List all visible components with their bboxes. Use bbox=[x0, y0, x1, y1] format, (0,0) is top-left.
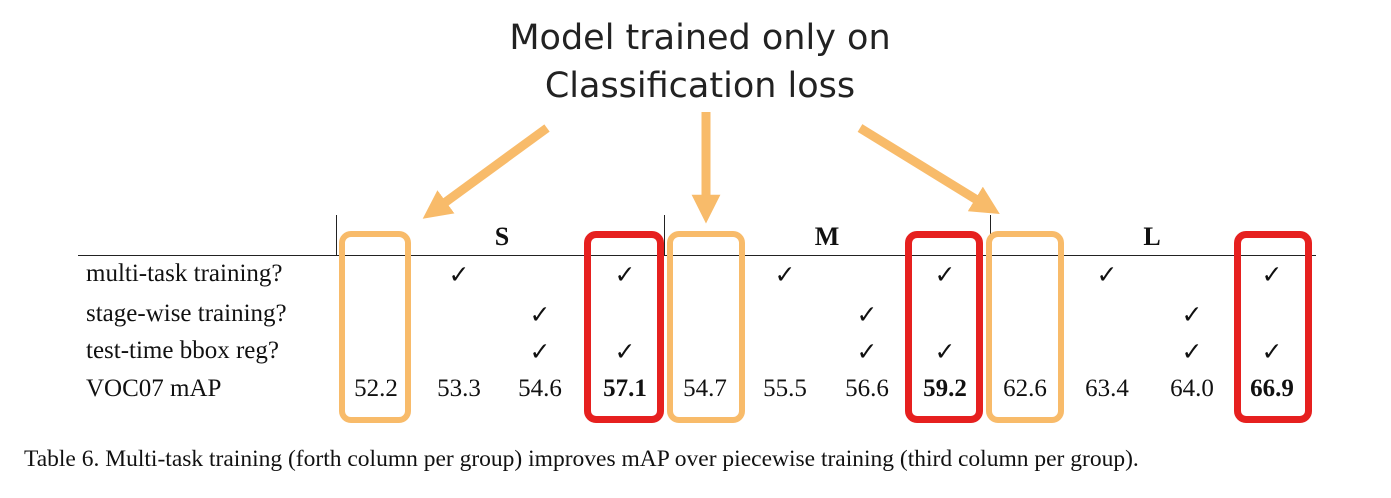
highlight-multi-task-s bbox=[584, 231, 664, 423]
arrow-to-s bbox=[422, 124, 550, 219]
checkmark-cell: ✓ bbox=[934, 262, 956, 289]
checkmark-cell: ✓ bbox=[529, 302, 551, 329]
table-caption: Table 6. Multi-task training (forth colu… bbox=[24, 446, 1139, 472]
map-value-cell: 63.4 bbox=[1085, 375, 1129, 402]
table-top-rule bbox=[78, 255, 1316, 256]
highlight-classification-only-m bbox=[667, 231, 745, 423]
checkmark-cell: ✓ bbox=[856, 302, 878, 329]
checkmark-cell: ✓ bbox=[1261, 339, 1283, 366]
highlight-classification-only-l bbox=[986, 231, 1064, 423]
checkmark-cell: ✓ bbox=[856, 339, 878, 366]
highlight-classification-only-s bbox=[339, 231, 411, 423]
map-value-cell: 54.7 bbox=[683, 375, 727, 402]
map-value-cell: 53.3 bbox=[437, 375, 481, 402]
map-value-cell: 57.1 bbox=[603, 375, 647, 402]
annotation-line-2: Classification loss bbox=[544, 66, 856, 106]
row-label: multi-task training? bbox=[86, 260, 283, 287]
checkmark-cell: ✓ bbox=[448, 262, 470, 289]
annotation-title: Model trained only on Classification los… bbox=[490, 14, 910, 110]
row-label: test-time bbox reg? bbox=[86, 337, 279, 364]
group-label-l: L bbox=[1143, 222, 1161, 251]
checkmark-cell: ✓ bbox=[1261, 262, 1283, 289]
map-value-cell: 55.5 bbox=[763, 375, 807, 402]
group-separator-m bbox=[664, 215, 665, 255]
checkmark-cell: ✓ bbox=[614, 339, 636, 366]
group-separator-s bbox=[336, 215, 337, 255]
group-label-s: S bbox=[494, 222, 510, 251]
checkmark-cell: ✓ bbox=[529, 339, 551, 366]
checkmark-cell: ✓ bbox=[1181, 302, 1203, 329]
map-value-cell: 64.0 bbox=[1170, 375, 1214, 402]
group-label-m: M bbox=[814, 222, 840, 251]
map-value-cell: 59.2 bbox=[923, 375, 967, 402]
map-value-cell: 66.9 bbox=[1250, 375, 1294, 402]
highlight-multi-task-m bbox=[905, 231, 983, 423]
checkmark-cell: ✓ bbox=[1181, 339, 1203, 366]
map-value-cell: 62.6 bbox=[1003, 375, 1047, 402]
annotation-line-1: Model trained only on bbox=[509, 18, 891, 58]
arrow-to-l bbox=[857, 124, 1000, 215]
map-value-cell: 52.2 bbox=[354, 375, 398, 402]
map-value-cell: 54.6 bbox=[518, 375, 562, 402]
checkmark-cell: ✓ bbox=[934, 339, 956, 366]
row-label: VOC07 mAP bbox=[86, 375, 222, 402]
checkmark-cell: ✓ bbox=[614, 262, 636, 289]
row-label: stage-wise training? bbox=[86, 300, 287, 327]
checkmark-cell: ✓ bbox=[774, 262, 796, 289]
map-value-cell: 56.6 bbox=[845, 375, 889, 402]
highlight-multi-task-l bbox=[1234, 231, 1312, 423]
checkmark-cell: ✓ bbox=[1096, 262, 1118, 289]
